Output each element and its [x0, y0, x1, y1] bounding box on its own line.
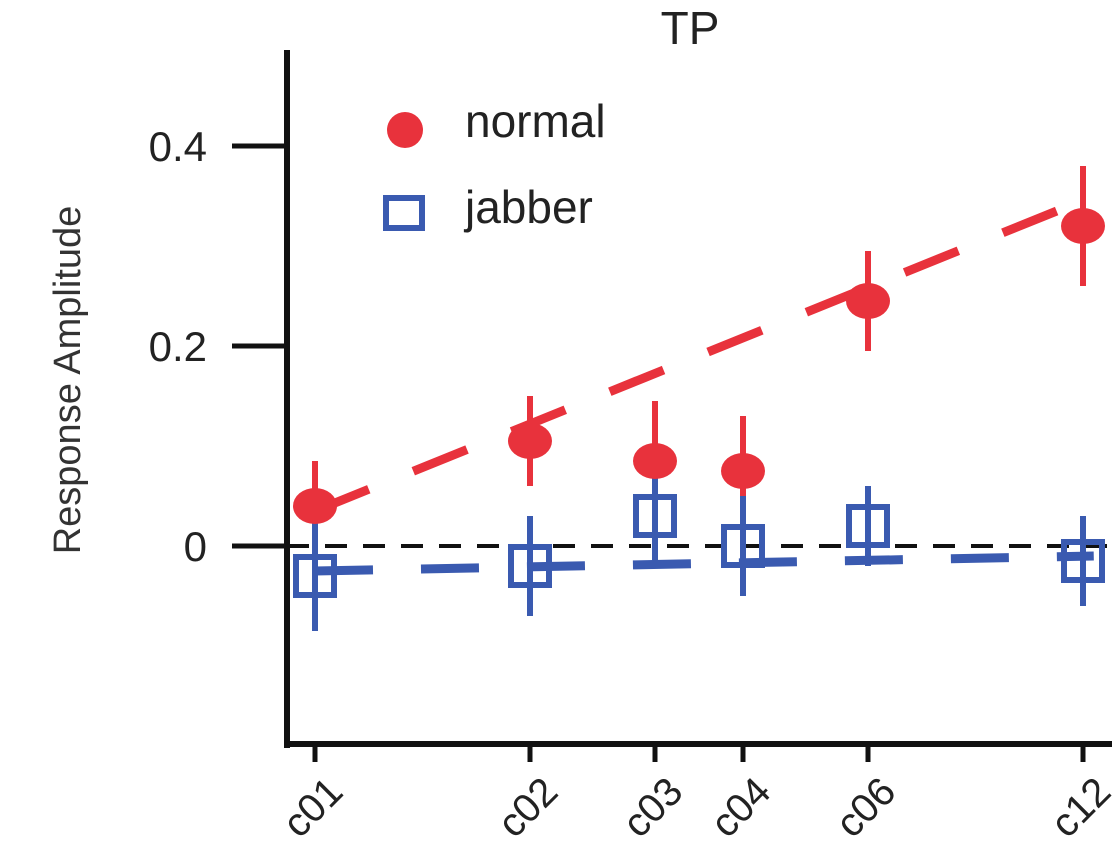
- x-tick-label: c02: [490, 769, 567, 846]
- y-tick-label: 0.4: [149, 123, 207, 170]
- x-tick-label: c03: [615, 769, 692, 846]
- data-point-normal: [633, 443, 677, 479]
- fit-line-jabber: [314, 551, 1094, 576]
- y-tick-label: 0.2: [149, 323, 207, 370]
- fit-line-normal: [313, 191, 1096, 516]
- data-point-jabber: [721, 524, 765, 568]
- data-point-normal: [846, 283, 890, 319]
- error-bars: [312, 166, 1086, 631]
- x-tick-label: c12: [1043, 769, 1112, 846]
- markers: [293, 208, 1105, 598]
- legend-label-normal: normal: [465, 95, 606, 147]
- x-tick-label: c04: [703, 769, 780, 846]
- plot-area: [287, 166, 1112, 631]
- legend-marker-normal: [387, 112, 423, 148]
- data-point-jabber: [1061, 539, 1105, 583]
- legend-item-normal: normal: [387, 95, 606, 148]
- data-point-jabber: [846, 504, 890, 548]
- legend-item-jabber: jabber: [383, 181, 593, 233]
- data-point-jabber: [293, 554, 337, 598]
- legend: normal jabber: [383, 95, 606, 233]
- data-point-jabber: [633, 494, 677, 538]
- x-ticks: c01 c02 c03 c04 c06 c12: [275, 744, 1112, 846]
- fit-lines: [313, 191, 1096, 576]
- x-tick-label: c06: [828, 769, 905, 846]
- chart-title: TP: [661, 2, 720, 54]
- y-axis-label: Response Amplitude: [47, 206, 89, 555]
- data-point-normal: [508, 423, 552, 459]
- data-point-normal: [721, 453, 765, 489]
- y-ticks: 0 0.2 0.4: [149, 123, 287, 570]
- x-tick-label: c01: [275, 769, 352, 846]
- data-point-jabber: [508, 544, 552, 588]
- y-tick-label: 0: [184, 523, 207, 570]
- legend-marker-jabber: [383, 195, 425, 231]
- legend-label-jabber: jabber: [463, 181, 593, 233]
- axes: 0 0.2 0.4 c01 c02 c03 c04 c06 c12: [149, 50, 1112, 846]
- data-point-normal: [293, 488, 337, 524]
- data-point-normal: [1061, 208, 1105, 244]
